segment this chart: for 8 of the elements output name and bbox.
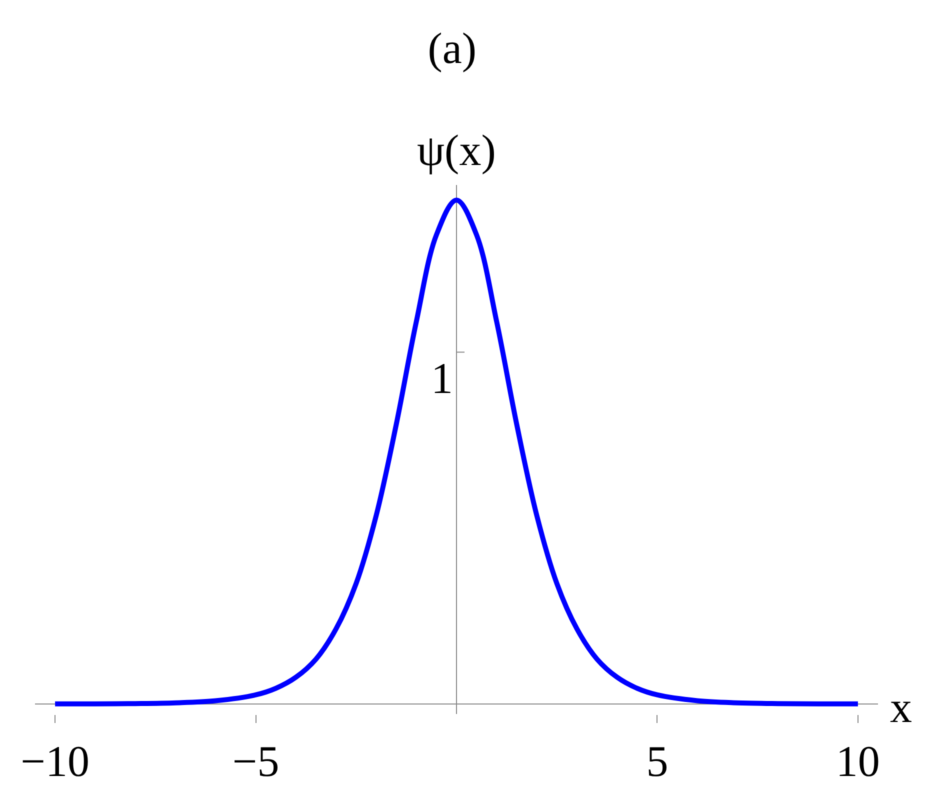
x-tick-label: −5 — [232, 736, 280, 786]
x-tick-label: −10 — [20, 736, 90, 786]
x-tick-label: 5 — [646, 736, 668, 786]
x-tick-label: 10 — [836, 736, 880, 786]
annotation: 1 — [431, 354, 453, 403]
chart-title: (a) — [428, 24, 477, 73]
y-axis-title: ψ(x) — [417, 126, 496, 175]
x-axis-title: x — [890, 683, 912, 732]
